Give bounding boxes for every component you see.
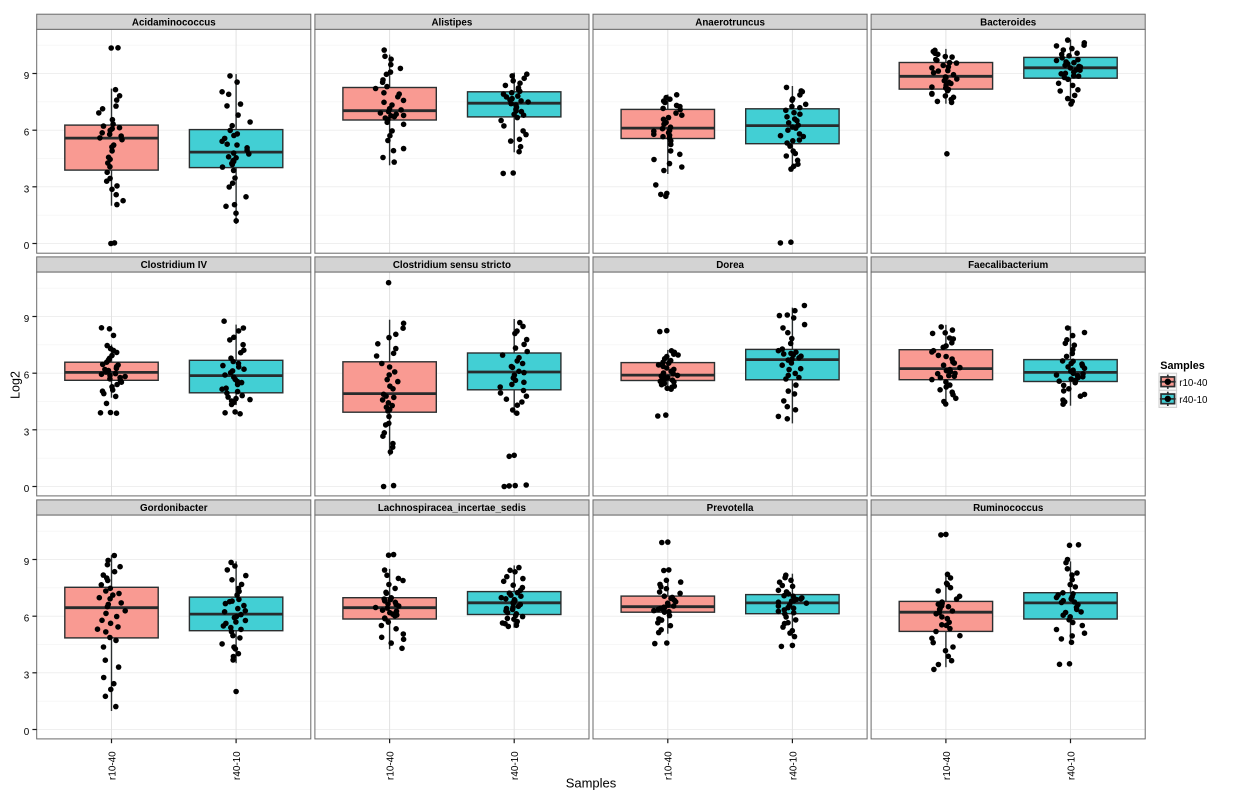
- svg-text:r10-40: r10-40: [386, 751, 397, 780]
- svg-text:Samples: Samples: [1160, 360, 1204, 372]
- svg-text:6: 6: [24, 128, 30, 139]
- svg-text:Anaerotruncus: Anaerotruncus: [695, 17, 765, 28]
- svg-text:3: 3: [24, 670, 30, 681]
- svg-text:Ruminococcus: Ruminococcus: [973, 503, 1044, 514]
- svg-text:r40-10: r40-10: [510, 751, 521, 780]
- svg-text:r10-40: r10-40: [107, 751, 118, 780]
- svg-text:9: 9: [24, 314, 30, 325]
- svg-text:Bacteroides: Bacteroides: [980, 17, 1037, 28]
- svg-text:9: 9: [24, 71, 30, 82]
- svg-text:6: 6: [24, 614, 30, 625]
- svg-text:r40-10: r40-10: [788, 751, 799, 780]
- svg-text:r10-40: r10-40: [1179, 378, 1208, 389]
- svg-text:Faecalibacterium: Faecalibacterium: [968, 260, 1048, 271]
- svg-text:9: 9: [24, 557, 30, 568]
- svg-text:r40-10: r40-10: [1179, 395, 1208, 406]
- svg-text:0: 0: [24, 484, 30, 495]
- svg-text:3: 3: [24, 427, 30, 438]
- svg-text:Clostridium IV: Clostridium IV: [141, 260, 208, 271]
- svg-text:0: 0: [24, 727, 30, 738]
- svg-text:r40-10: r40-10: [1066, 751, 1077, 780]
- svg-text:Alistipes: Alistipes: [431, 17, 472, 28]
- svg-text:6: 6: [24, 371, 30, 382]
- svg-text:Dorea: Dorea: [716, 260, 744, 271]
- svg-text:0: 0: [24, 241, 30, 252]
- svg-text:Gordonibacter: Gordonibacter: [140, 503, 208, 514]
- svg-text:Samples: Samples: [566, 776, 617, 791]
- svg-text:Acidaminococcus: Acidaminococcus: [132, 17, 216, 28]
- svg-text:r10-40: r10-40: [664, 751, 675, 780]
- svg-text:Clostridium sensu stricto: Clostridium sensu stricto: [393, 260, 511, 271]
- svg-text:Lachnospiracea_incertae_sedis: Lachnospiracea_incertae_sedis: [378, 503, 527, 514]
- svg-text:Log2: Log2: [9, 371, 23, 399]
- svg-text:r40-10: r40-10: [232, 751, 243, 780]
- svg-text:3: 3: [24, 184, 30, 195]
- svg-text:r10-40: r10-40: [942, 751, 953, 780]
- svg-text:Prevotella: Prevotella: [707, 503, 754, 514]
